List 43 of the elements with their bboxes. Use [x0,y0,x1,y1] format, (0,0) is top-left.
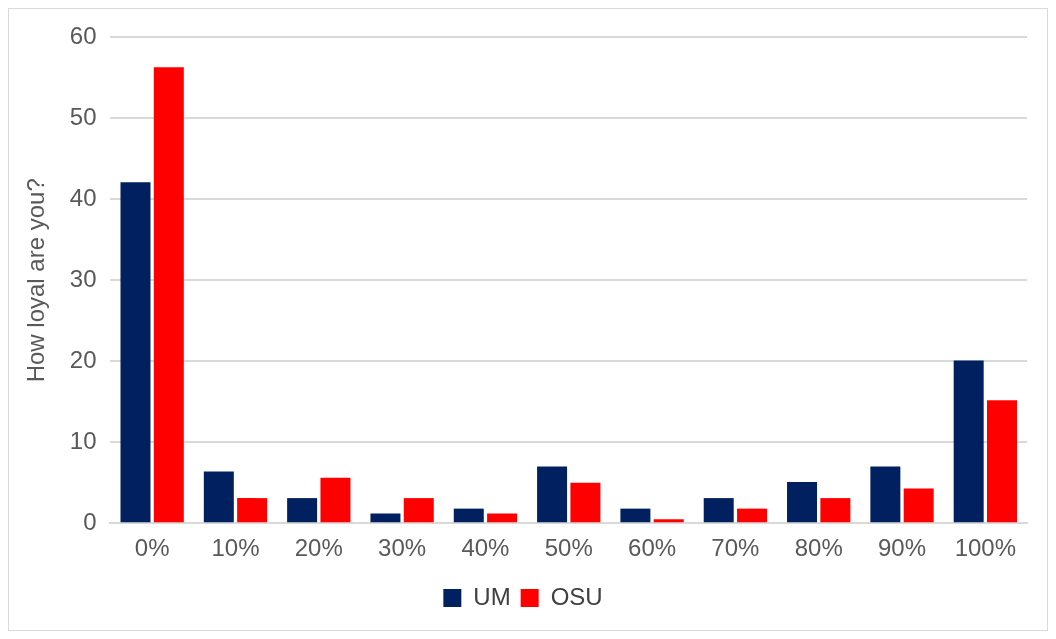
bar [203,471,234,523]
bar [703,498,734,523]
x-tick-label: 0% [134,534,170,562]
x-tick-label: 40% [461,534,510,562]
x-tick-label: 50% [544,534,593,562]
bar [453,508,484,523]
y-axis-title: How loyal are you? [22,178,50,383]
y-tick-label: 30 [69,264,97,292]
bar [787,481,818,523]
x-tick-label: 90% [878,534,927,562]
bar [737,508,768,523]
bar [403,498,434,523]
y-tick-label: 0 [83,507,97,535]
y-tick-label: 10 [69,426,97,454]
bar [570,482,601,523]
y-tick-label: 40 [69,183,97,211]
bar [653,519,684,523]
x-tick-label: 20% [294,534,343,562]
bar [620,508,651,523]
y-tick-label: 20 [69,345,97,373]
x-tick-label: 10% [211,534,260,562]
x-tick-label: 80% [794,534,843,562]
y-tick-label: 50 [69,102,97,130]
y-tick-label: 60 [69,22,97,50]
bar [237,498,268,523]
bar [120,182,151,523]
x-tick-label: 30% [378,534,427,562]
bar [903,488,934,523]
x-tick-label: 100% [954,534,1017,562]
bar [487,513,518,523]
legend-label: OSU [550,582,603,610]
x-tick-label: 70% [711,534,760,562]
bar [820,498,851,523]
legend-label: UM [473,582,511,610]
bar [287,498,318,523]
x-tick-label: 60% [628,534,677,562]
bar [537,466,568,523]
bar [987,400,1017,523]
bar [953,360,984,523]
bar [320,477,351,523]
bar [870,466,901,523]
bar [370,513,401,523]
bar [153,67,184,523]
